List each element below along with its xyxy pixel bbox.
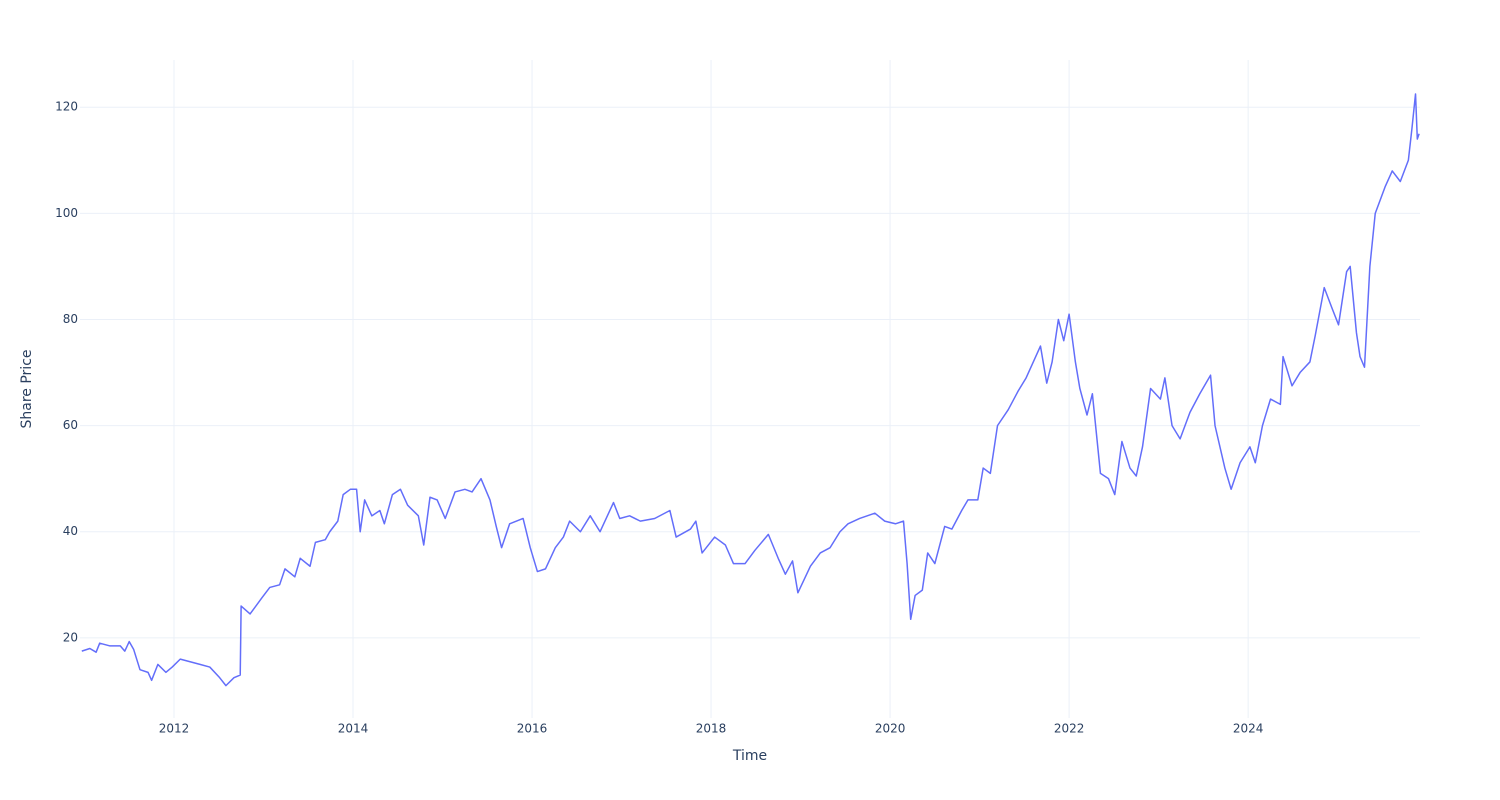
y-tick-label: 120 [55, 100, 78, 114]
x-tick-label: 2024 [1233, 722, 1264, 736]
x-tick-label: 2016 [517, 722, 548, 736]
y-axis-title: Share Price [19, 349, 35, 428]
price-line [81, 93, 1420, 687]
y-tick-label: 20 [63, 630, 78, 644]
y-tick-label: 80 [63, 312, 78, 326]
x-tick-label: 2018 [696, 722, 727, 736]
x-tick-label: 2012 [159, 722, 190, 736]
x-tick-label: 2014 [338, 722, 369, 736]
y-tick-label: 60 [63, 418, 78, 432]
x-tick-label: 2020 [875, 722, 906, 736]
y-tick-label: 40 [63, 524, 78, 538]
x-tick-label: 2022 [1054, 722, 1085, 736]
x-axis-title: Time [732, 748, 767, 764]
y-tick-label: 100 [55, 206, 78, 220]
